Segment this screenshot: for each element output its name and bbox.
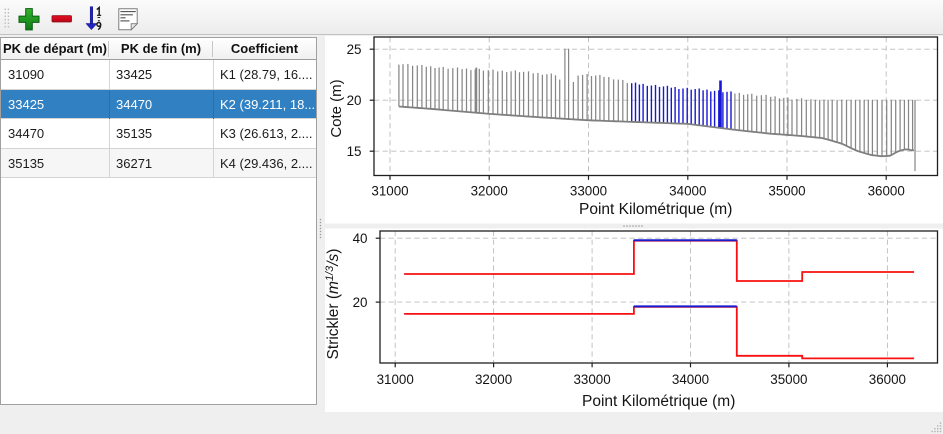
- svg-text:33000: 33000: [570, 184, 607, 199]
- svg-text:Point Kilométrique (m): Point Kilométrique (m): [579, 201, 732, 218]
- svg-text:25: 25: [347, 42, 362, 57]
- svg-text:31000: 31000: [371, 184, 408, 199]
- svg-text:20: 20: [347, 93, 362, 108]
- svg-text:34000: 34000: [672, 372, 709, 387]
- svg-text:35000: 35000: [768, 184, 805, 199]
- svg-text:33000: 33000: [573, 372, 610, 387]
- svg-text:31000: 31000: [377, 372, 414, 387]
- svg-text:15: 15: [347, 144, 362, 159]
- svg-text:36000: 36000: [869, 372, 906, 387]
- svg-text:Point Kilométrique (m): Point Kilométrique (m): [582, 393, 735, 410]
- svg-text:40: 40: [353, 231, 368, 246]
- svg-text:Cote (m): Cote (m): [328, 79, 345, 137]
- svg-text:36000: 36000: [868, 184, 905, 199]
- svg-text:35000: 35000: [770, 372, 807, 387]
- svg-text:34000: 34000: [669, 184, 706, 199]
- svg-text:20: 20: [353, 295, 368, 310]
- svg-text:Strickler (m1/3/s): Strickler (m1/3/s): [324, 249, 343, 360]
- svg-text:32000: 32000: [475, 372, 512, 387]
- svg-text:32000: 32000: [471, 184, 508, 199]
